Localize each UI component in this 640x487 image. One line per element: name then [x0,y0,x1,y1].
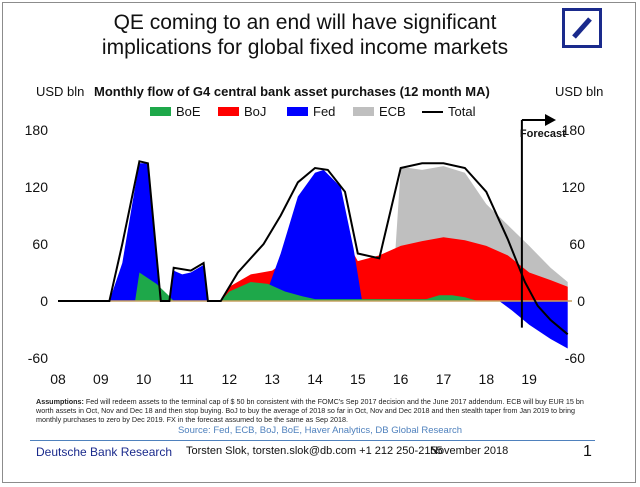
legend-item-ecb: ECB [353,104,406,119]
y-tick-right: 120 [562,179,586,195]
x-tick-label: 12 [222,371,238,387]
x-tick-label: 15 [350,371,366,387]
legend-item-boe: BoE [150,104,201,119]
legend-swatch-total [422,110,443,113]
legend-swatch-boe [150,107,171,117]
x-tick-label: 19 [521,371,537,387]
y-tick-left: 0 [40,293,48,309]
x-tick-label: 10 [136,371,152,387]
x-tick-label: 17 [436,371,452,387]
right-axis-unit: USD bln [555,84,604,99]
footer-divider [30,440,595,441]
legend-item-total: Total [422,104,475,119]
slide-title: QE coming to an end will have significan… [101,11,509,59]
legend-item-fed: Fed [287,104,335,119]
x-tick-label: 14 [307,371,323,387]
chart-title: Monthly flow of G4 central bank asset pu… [94,84,490,99]
forecast-label: Forecast [520,128,566,140]
legend-item-boj: BoJ [218,104,266,119]
legend-swatch-ecb [353,107,374,117]
assumptions-note: Assumptions: Fed will redeem assets to t… [36,397,584,424]
footer-brand: Deutsche Bank Research [36,445,173,459]
x-tick-label: 18 [479,371,495,387]
legend-swatch-boj [218,107,239,117]
series-line-total [58,160,569,336]
y-tick-left: 120 [25,179,49,195]
y-tick-left: 180 [25,122,49,138]
y-tick-left: -60 [28,350,48,366]
y-tick-left: 60 [32,236,48,252]
left-axis-unit: USD bln [36,84,85,99]
x-tick-label: 09 [93,371,109,387]
footer-author: Torsten Slok, torsten.slok@db.com +1 212… [186,445,443,457]
x-tick-label: 11 [179,371,194,387]
y-tick-right: 60 [569,236,585,252]
y-tick-right: 0 [577,293,585,309]
footer-date: November 2018 [430,445,509,457]
source-note: Source: Fed, ECB, BoJ, BoE, Haver Analyt… [177,425,463,436]
x-tick-label: 13 [264,371,280,387]
forecast-arrow-head [545,114,556,126]
y-tick-right: 180 [562,122,586,138]
x-tick-label: 08 [50,371,66,387]
series-area-fed [58,163,568,349]
legend-swatch-fed [287,107,308,117]
x-tick-label: 16 [393,371,409,387]
page-number: 1 [583,443,592,460]
y-tick-right: -60 [565,350,585,366]
deutsche-bank-logo [562,8,602,48]
